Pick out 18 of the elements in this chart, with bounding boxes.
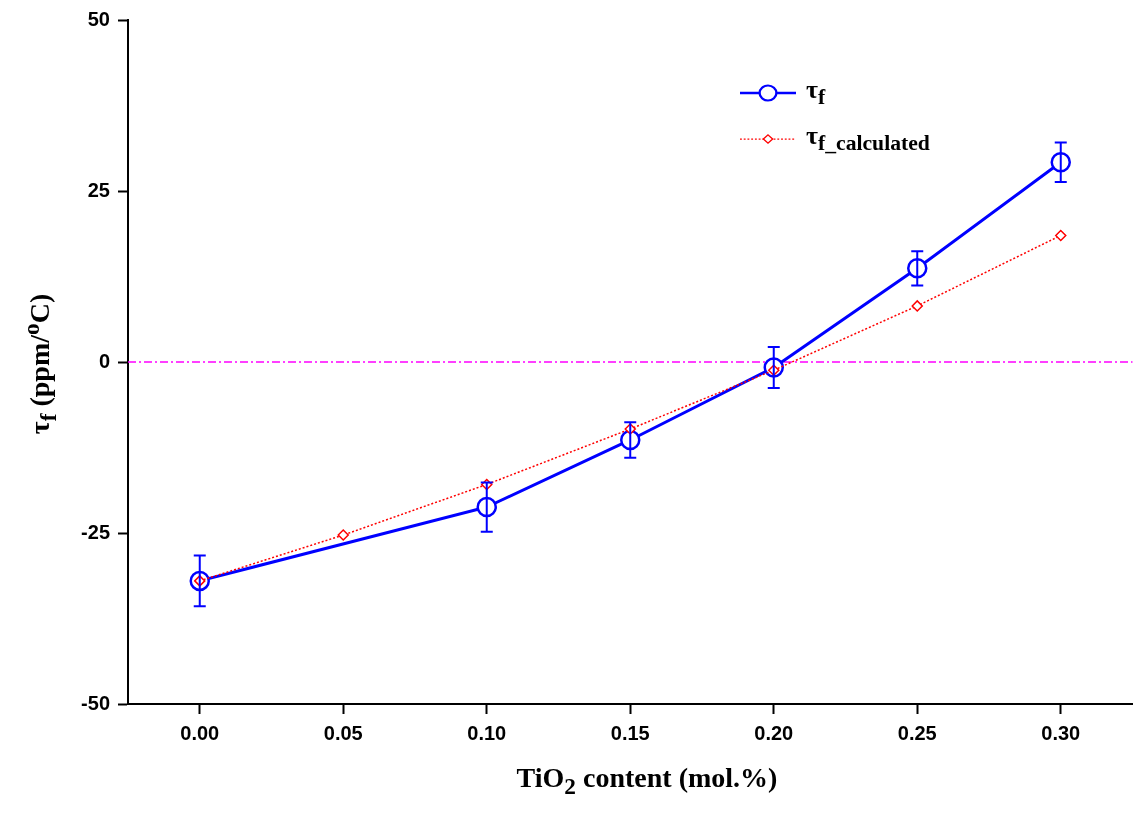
point: [1055, 229, 1067, 242]
point: [911, 300, 923, 312]
x-tick-label: 0.00: [180, 721, 220, 744]
x-axis-title: TiO$_{2}$ content (mol.%): [515, 762, 779, 800]
x-tick-label: 0.30: [1041, 721, 1081, 744]
x-tick-label: 0.05: [323, 721, 363, 744]
y-tick-label: 25: [87, 178, 110, 201]
legend-label: τ$_{f_calculated}$: [806, 121, 930, 157]
legend-label: τ$_{f}$: [806, 75, 826, 111]
x-tick-label: 0.25: [897, 721, 937, 744]
point: [337, 529, 349, 541]
x-tick-label: 0.20: [754, 721, 794, 744]
y-tick-label: -50: [81, 691, 110, 714]
x-tick-label: 0.10: [467, 721, 507, 744]
y-tick-label: 50: [87, 7, 110, 30]
y-tick-label: -25: [81, 520, 110, 543]
x-tick-label: 0.15: [610, 721, 650, 744]
y-tick-label: 0: [98, 349, 110, 372]
